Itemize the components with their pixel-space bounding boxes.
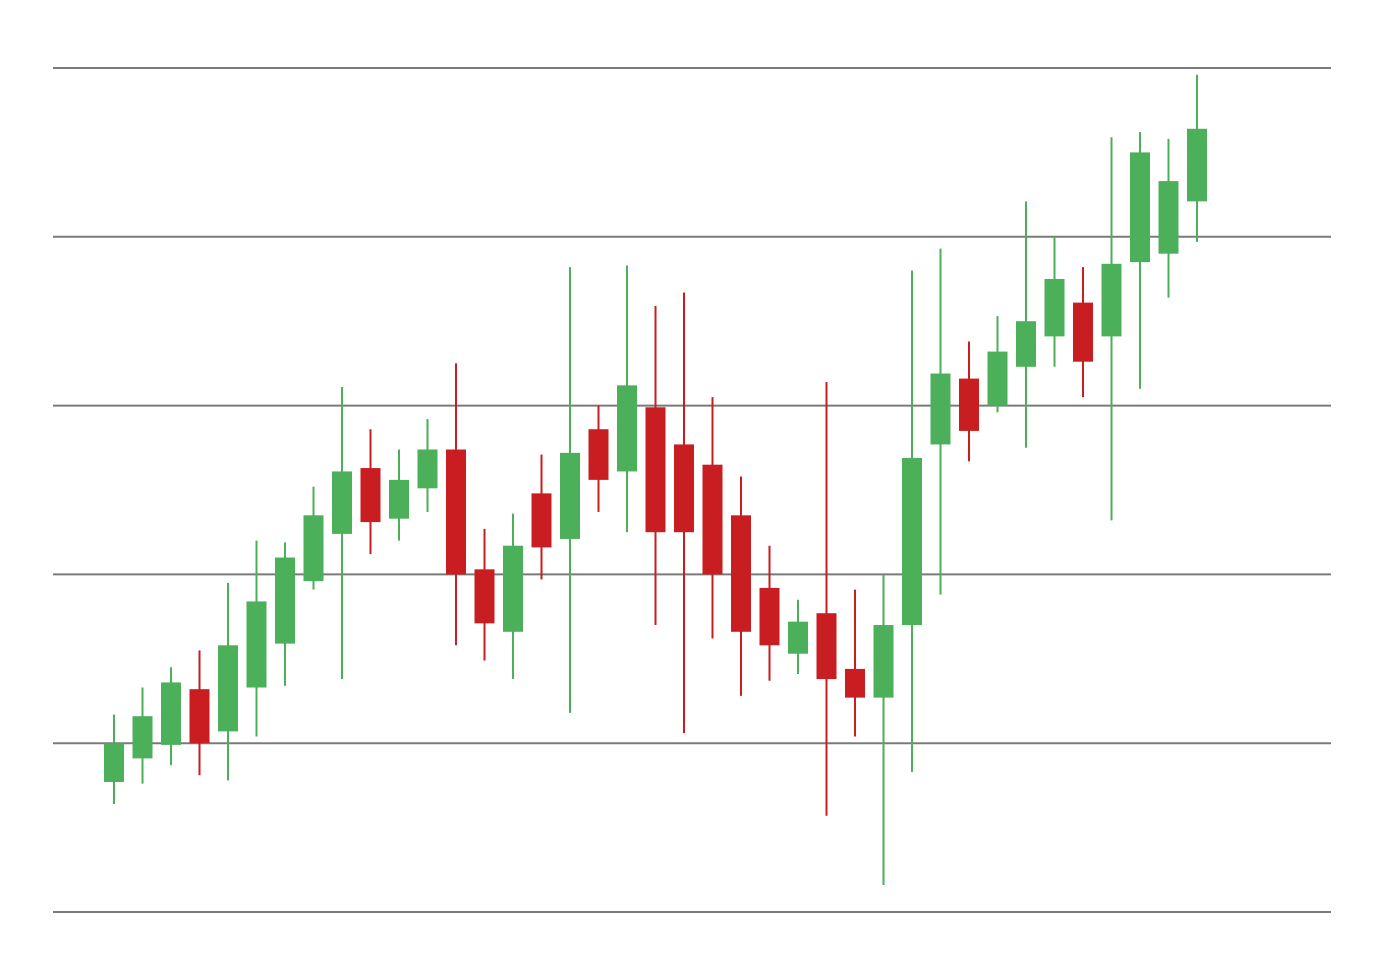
candle-15 [531,454,552,580]
candle-22 [731,476,751,696]
candle-27 [873,574,894,885]
candle-14 [503,513,523,680]
candle-body-up [132,716,153,759]
candle-body-up [332,471,352,534]
candle-35 [1101,137,1122,521]
candle-21 [702,397,723,639]
candle-body-down [702,464,723,575]
candle-body-up [1130,152,1150,263]
candle-body-down [446,449,466,575]
candle-11 [417,419,438,512]
candle-body-up [873,625,894,698]
candle-body-up [987,351,1008,406]
candle-28 [902,270,922,772]
candle-5 [246,540,267,737]
candle-13 [474,528,495,661]
candle-body-up [303,515,324,582]
candle-body-up [788,621,808,654]
candle-36 [1130,132,1150,389]
candle-body-up [902,457,922,626]
candle-body-up [1044,279,1065,337]
candle-body-up [161,682,181,745]
candle-body-up [1016,321,1036,367]
candle-body-up [246,601,267,688]
candle-1 [132,687,153,784]
candle-body-up [617,385,637,472]
candle-body-down [816,613,837,680]
candle-body-up [275,557,295,644]
candle-10 [389,449,409,541]
candle-body-up [417,449,438,489]
candle-body-up [218,645,238,732]
candle-body-down [1073,302,1093,362]
gridlines [53,67,1331,913]
candle-12 [446,363,466,646]
candle-body-up [389,479,409,519]
candle-body-down [588,429,609,480]
candle-38 [1187,74,1207,242]
candle-34 [1073,267,1093,398]
candle-4 [218,582,238,781]
candle-23 [759,545,780,681]
candle-9 [360,429,381,555]
candle-25 [816,381,837,816]
candle-31 [987,316,1008,413]
candle-19 [645,306,666,626]
candle-0 [104,714,124,804]
candle-body-down [474,569,495,624]
candle-8 [332,387,352,680]
candle-24 [788,599,808,674]
candle-body-down [360,468,381,523]
candle-body-up [1187,128,1207,202]
candle-3 [189,650,210,776]
candle-32 [1016,201,1036,448]
candles [104,74,1207,885]
candle-18 [617,265,637,533]
candle-33 [1044,236,1065,367]
candle-body-down [645,407,666,533]
candle-37 [1158,138,1179,298]
candle-16 [560,267,580,713]
candle-body-up [930,373,951,445]
candle-30 [959,341,979,462]
candle-17 [588,405,609,512]
candle-body-down [674,444,694,533]
candle-body-down [959,378,979,431]
candle-body-down [189,689,210,744]
candle-2 [161,667,181,766]
candle-body-down [731,515,751,632]
candle-body-up [503,545,523,632]
candle-7 [303,486,324,590]
candle-body-up [1101,263,1122,337]
candle-body-down [531,493,552,548]
candle-body-up [1158,181,1179,254]
candle-26 [845,589,865,737]
candle-body-down [759,587,780,646]
candle-6 [275,542,295,686]
candle-body-down [845,668,865,698]
candle-body-up [104,743,124,783]
candle-body-up [560,452,580,539]
candle-29 [930,248,951,595]
candle-20 [674,292,694,734]
